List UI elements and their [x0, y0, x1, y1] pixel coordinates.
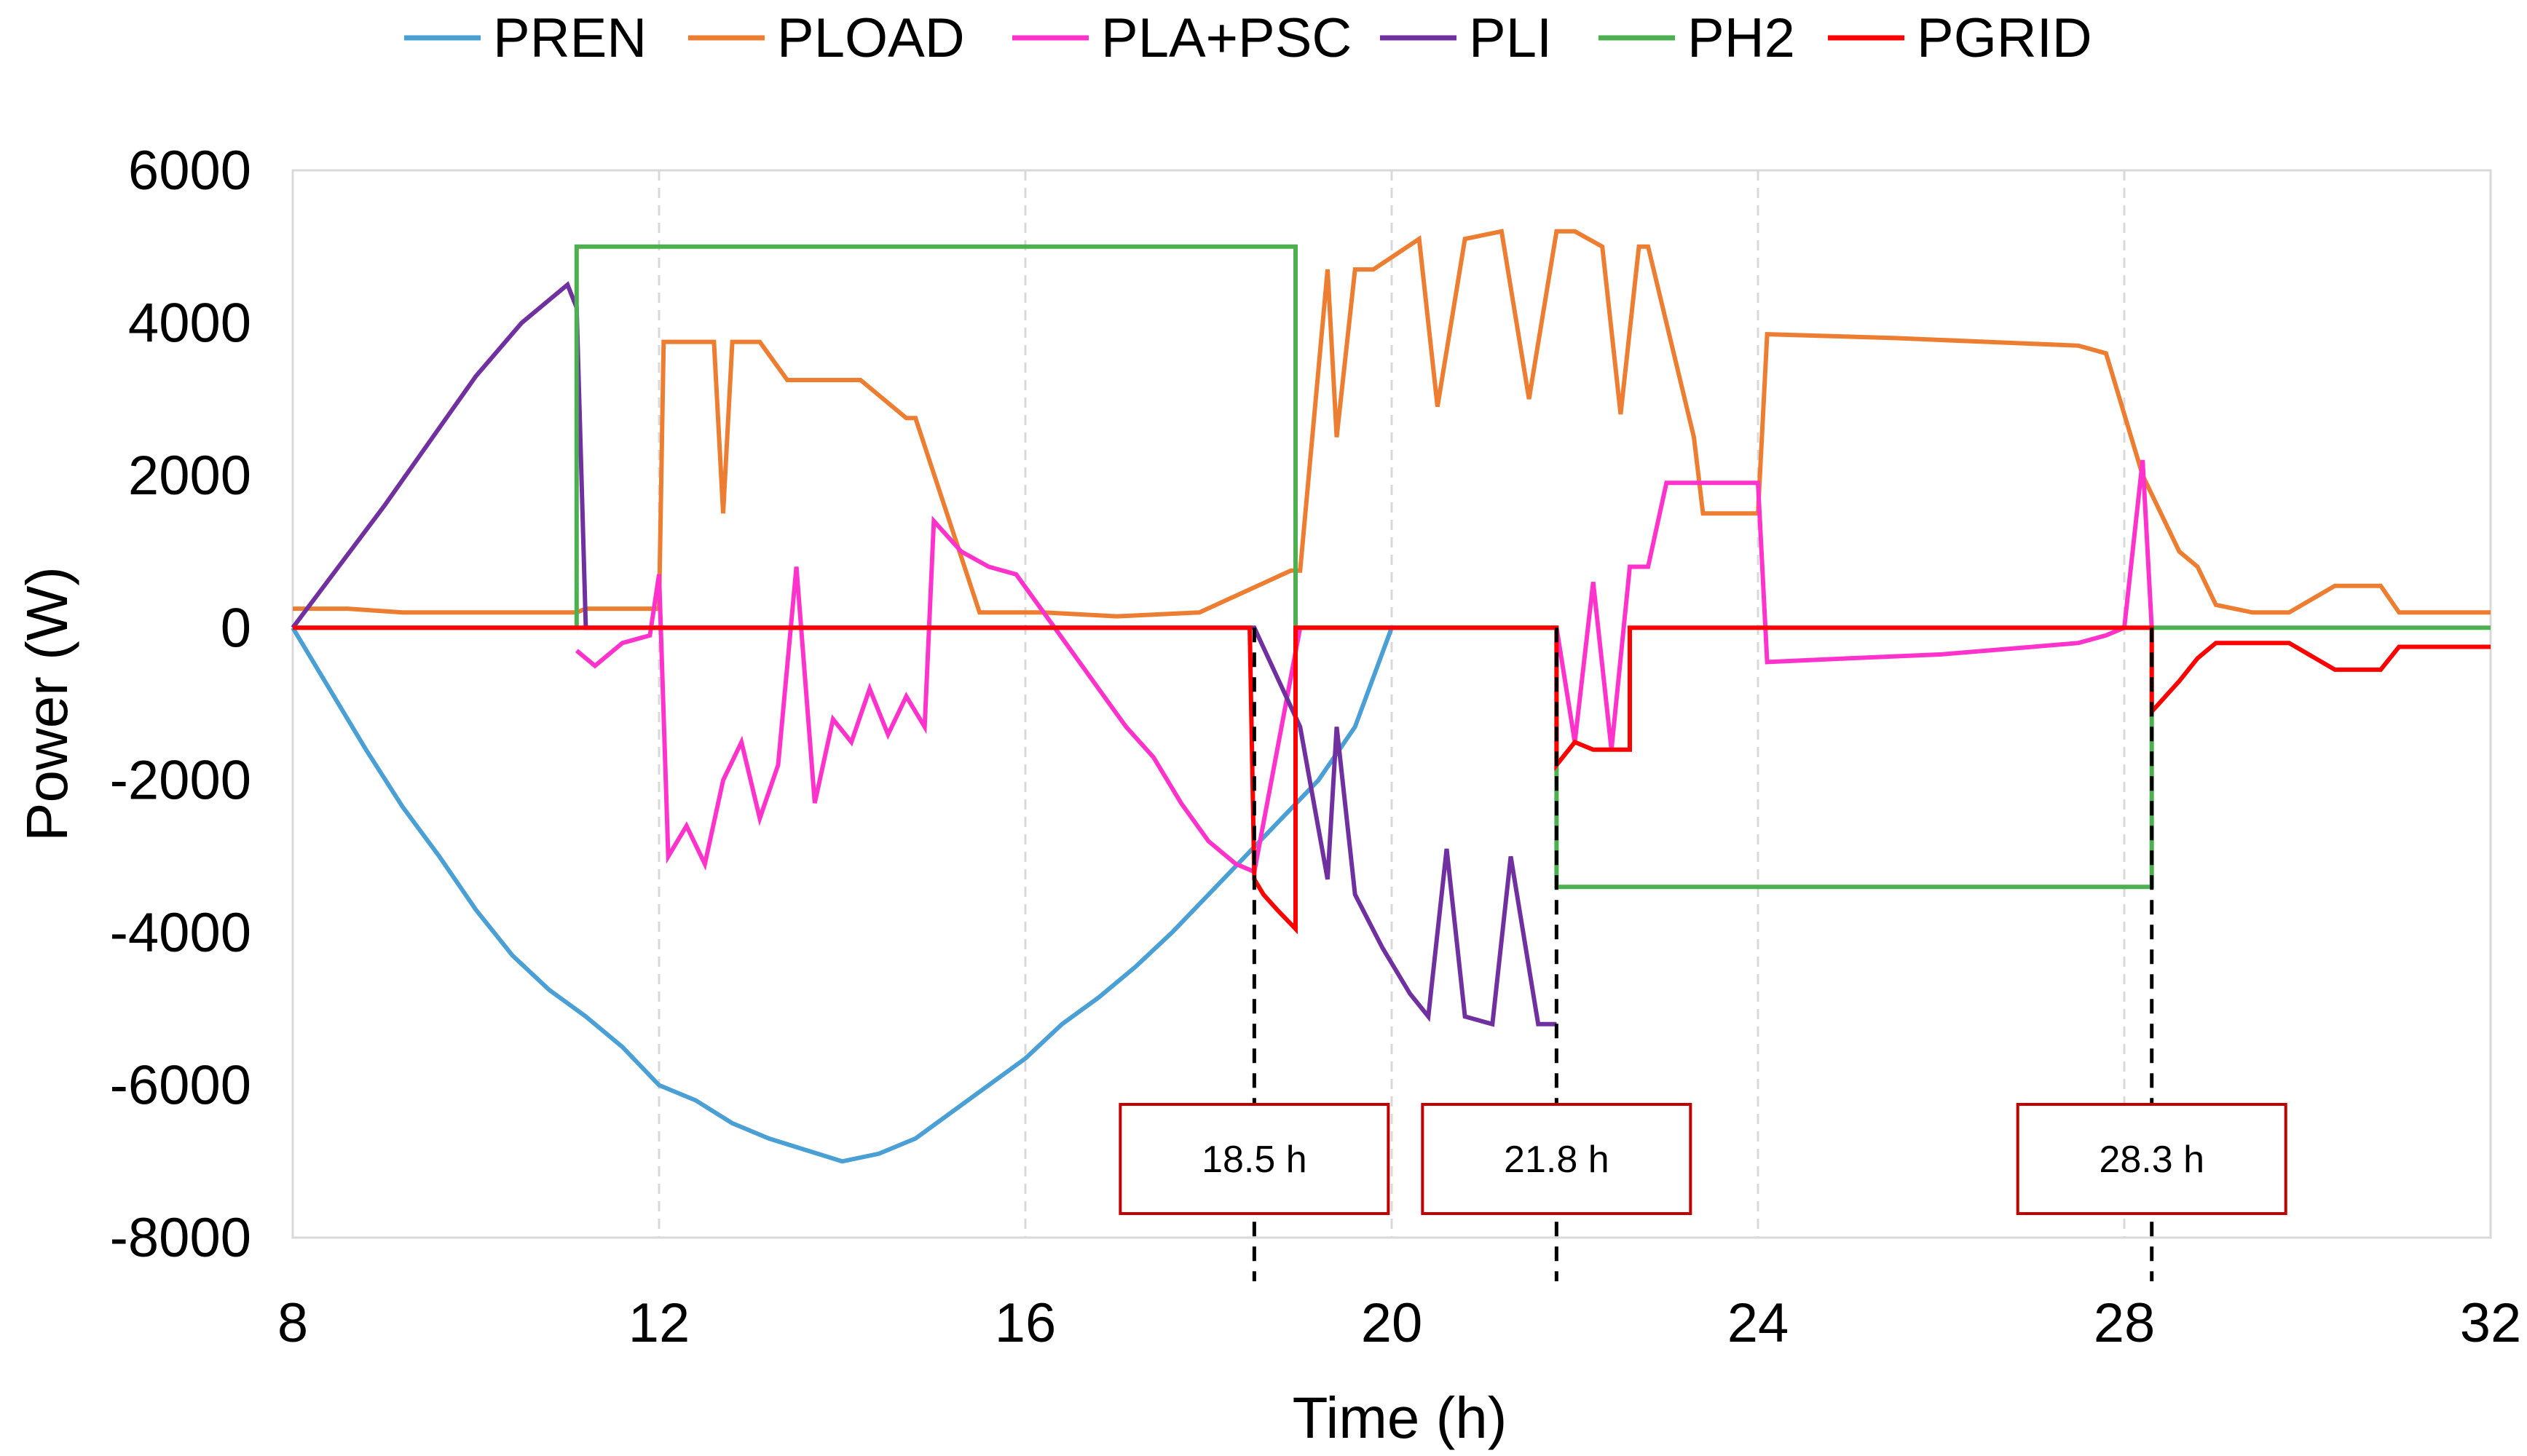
y-tick-label: 6000 [128, 140, 251, 202]
x-tick-label: 32 [2460, 1292, 2522, 1354]
legend-label: PLI [1469, 7, 1552, 69]
legend-label: PLA+PSC [1101, 7, 1352, 69]
x-tick-label: 12 [628, 1292, 690, 1354]
x-tick-label: 24 [1727, 1292, 1789, 1354]
x-tick-label: 16 [995, 1292, 1057, 1354]
event-marker-label: 28.3 h [2099, 1139, 2204, 1181]
event-marker-box [2016, 1103, 2287, 1215]
y-tick-label: -6000 [110, 1055, 251, 1117]
series-line-pren [291, 626, 1394, 1164]
x-tick-label: 8 [277, 1292, 308, 1354]
legend-label: PH2 [1687, 7, 1795, 69]
y-axis-title: Power (W) [15, 566, 79, 842]
grid-series-layer [293, 625, 2491, 935]
legend-label: PLOAD [777, 7, 965, 69]
series-line-pgrid [293, 625, 2491, 935]
y-tick-label: -2000 [110, 750, 251, 812]
y-tick-label: 4000 [128, 292, 251, 354]
y-tick-label: 0 [221, 597, 251, 659]
y-tick-label: -4000 [110, 902, 251, 964]
event-marker-box [1421, 1103, 1692, 1215]
gridlines [658, 170, 2492, 1238]
x-axis-title: Time (h) [1293, 1385, 1507, 1450]
legend-label: PGRID [1917, 7, 2092, 69]
legend-label: PREN [493, 7, 647, 69]
series-line-pli [291, 281, 1557, 1027]
series-line-pla-psc [575, 459, 2154, 875]
event-markers: 18.5 h 21.8 h 28.3 h [1119, 628, 2287, 1281]
event-marker-box [1119, 1103, 1390, 1215]
axis-ticks: 8 12 16 20 24 28 32 6000 4000 2000 0 -2000 -4000 -600… [110, 140, 2522, 1354]
event-marker-label: 18.5 h [1202, 1139, 1307, 1181]
plot-area-frame [291, 169, 2492, 1239]
event-marker-label: 21.8 h [1504, 1139, 1609, 1181]
legend: PREN PLOAD PLA+PSC PLI PH2 PGRID [404, 7, 2092, 69]
y-tick-label: -8000 [110, 1207, 251, 1269]
y-tick-label: 2000 [128, 445, 251, 507]
x-tick-label: 20 [1361, 1292, 1423, 1354]
x-tick-label: 28 [2094, 1292, 2156, 1354]
